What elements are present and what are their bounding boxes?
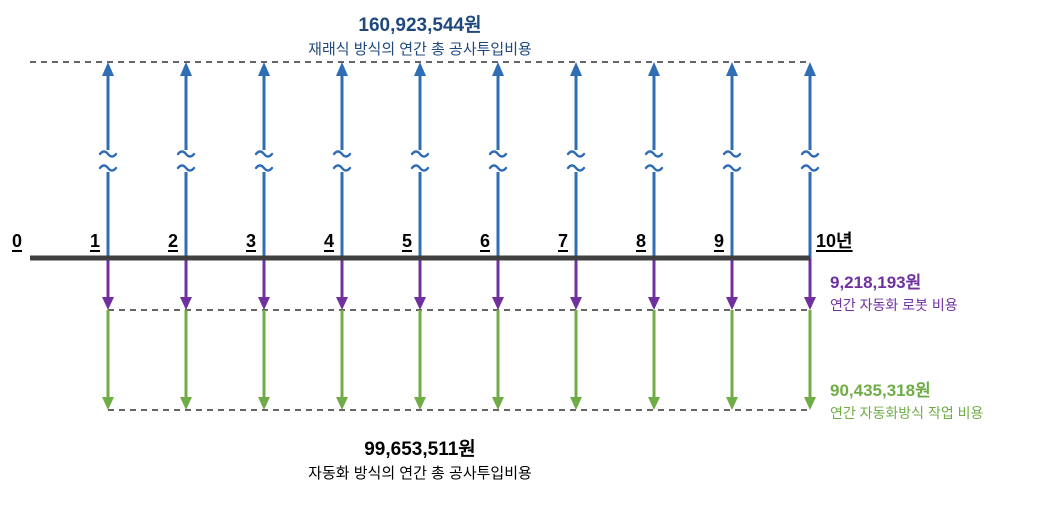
robot-cost-amount: 9,218,193원: [830, 272, 921, 294]
conventional-cost-desc: 재래식 방식의 연간 총 공사투입비용: [0, 40, 840, 60]
tick-label: 3: [246, 230, 256, 253]
tick-label: 8: [636, 230, 646, 253]
automation-work-cost-amount: 90,435,318원: [830, 380, 931, 402]
tick-label: 0: [12, 230, 22, 253]
tick-label: 4: [324, 230, 334, 253]
tick-label: 1: [90, 230, 100, 253]
conventional-cost-amount: 160,923,544원: [0, 14, 840, 39]
automation-total-desc: 자동화 방식의 연간 총 공사투입비용: [0, 464, 840, 484]
tick-label: 9: [714, 230, 724, 253]
automation-work-cost-desc: 연간 자동화방식 작업 비용: [830, 404, 983, 422]
tick-label: 10년: [816, 230, 853, 253]
tick-label: 6: [480, 230, 490, 253]
automation-total-amount: 99,653,511원: [0, 438, 840, 463]
cashflow-diagram: 0 1 2 3 4 5 6 7 8 9 10년 160,923,544원재래식 방식의 연간 총 공사…: [0, 0, 1044, 512]
robot-cost-desc: 연간 자동화 로봇 비용: [830, 296, 958, 314]
tick-label: 2: [168, 230, 178, 253]
diagram-svg: [0, 0, 1044, 512]
tick-label: 7: [558, 230, 568, 253]
tick-label: 5: [402, 230, 412, 253]
